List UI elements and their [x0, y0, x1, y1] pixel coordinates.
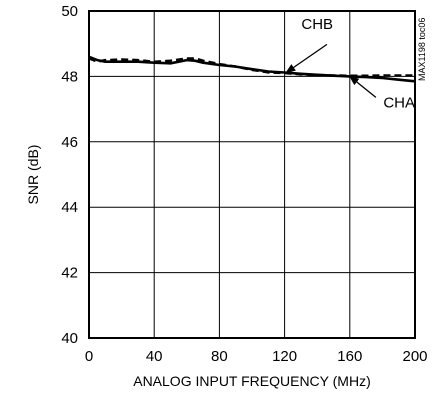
annotation-label-cha: CHA: [383, 94, 415, 111]
y-tick-label: 42: [61, 265, 78, 282]
series-group: [88, 55, 416, 83]
x-tick-label: 120: [272, 348, 297, 365]
x-tick-label: 0: [85, 348, 93, 365]
series-line-chb: [88, 57, 415, 77]
annotation-label-chb: CHB: [301, 16, 333, 33]
x-tick-label: 200: [402, 348, 427, 365]
y-tick-labels: 40 42 44 46 48 50: [61, 3, 78, 347]
annotation-arrow-cha: [349, 75, 377, 98]
x-tick-label: 80: [211, 348, 228, 365]
y-axis-label: SNR (dB): [25, 145, 41, 205]
y-tick-label: 48: [61, 68, 78, 85]
y-tick-label: 40: [61, 330, 78, 347]
figure-code: MAX1198 toc06: [417, 18, 427, 81]
x-axis-label: ANALOG INPUT FREQUENCY (MHz): [133, 373, 371, 389]
y-tick-label: 44: [61, 199, 78, 216]
x-tick-label: 40: [146, 348, 163, 365]
y-tick-label: 46: [61, 134, 78, 151]
annotation-arrow-chb: [285, 43, 328, 74]
annotations: CHB CHA: [285, 16, 415, 111]
plot-frame: [88, 10, 416, 339]
y-tick-label: 50: [61, 3, 78, 20]
x-tick-labels: 0 40 80 120 160 200: [85, 348, 428, 365]
x-tick-label: 160: [337, 348, 362, 365]
